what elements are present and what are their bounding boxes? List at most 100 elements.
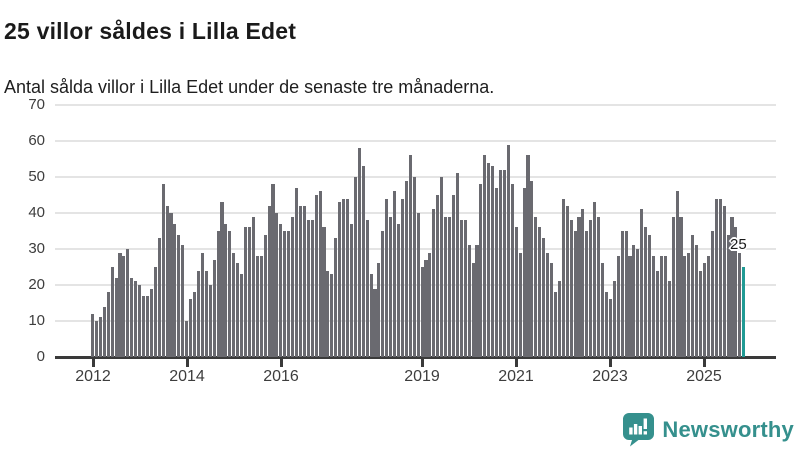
bar: [436, 195, 440, 357]
bar: [114, 277, 118, 357]
bar: [616, 256, 620, 357]
bar: [604, 292, 608, 357]
bar: [279, 223, 283, 357]
bar: [412, 177, 416, 357]
bar: [675, 191, 679, 357]
bar: [345, 198, 350, 357]
bar: [361, 166, 365, 357]
bar: [695, 245, 699, 357]
bar: [118, 252, 122, 357]
bar: [585, 231, 589, 357]
bar: [597, 216, 601, 357]
bar: [557, 281, 561, 357]
bar: [651, 256, 656, 357]
bar: [287, 231, 291, 357]
y-axis-tick-label: 70: [28, 96, 45, 113]
bar: [573, 231, 577, 357]
x-axis-tick: [702, 358, 706, 367]
bar: [393, 191, 397, 357]
bar: [342, 198, 346, 357]
bar: [141, 295, 146, 357]
bar: [169, 213, 173, 357]
bar: [353, 177, 357, 357]
bar: [326, 270, 330, 357]
bar: [251, 216, 255, 357]
bar: [691, 234, 695, 357]
bar: [330, 274, 334, 357]
x-axis-tick: [420, 358, 424, 367]
bar: [432, 209, 436, 357]
bar: [400, 198, 404, 357]
x-axis-tick: [514, 358, 518, 367]
bar: [228, 231, 232, 357]
bar: [530, 180, 534, 357]
bar: [659, 256, 663, 357]
x-axis-tick-label: 2016: [263, 368, 299, 385]
bar: [593, 202, 597, 357]
y-axis-tick-label: 10: [28, 312, 45, 329]
bar: [381, 231, 385, 357]
bar: [298, 205, 302, 357]
chart-subtitle: Antal sålda villor i Lilla Edet under de…: [4, 77, 495, 97]
x-axis-tick-label: 2023: [592, 368, 628, 385]
bar: [522, 187, 526, 357]
bar: [644, 227, 648, 357]
bar: [306, 220, 310, 357]
bar: [467, 245, 471, 357]
bar: [385, 198, 389, 357]
bar: [655, 270, 659, 357]
bar: [420, 267, 424, 357]
bar: [569, 220, 573, 357]
bar: [259, 256, 263, 357]
bar: [243, 227, 248, 357]
bar: [196, 270, 200, 357]
bar: [428, 252, 432, 357]
bar: [177, 234, 181, 357]
bar: [726, 234, 730, 357]
bar: [145, 295, 150, 357]
bar: [447, 216, 452, 357]
bar: [683, 256, 687, 357]
bar: [487, 162, 491, 357]
x-axis-tick: [608, 358, 612, 367]
bar: [483, 155, 487, 357]
bar: [157, 238, 161, 357]
bar: [577, 216, 581, 357]
bar: [173, 223, 177, 357]
bar: [538, 227, 542, 357]
bar: [404, 180, 408, 357]
newsworthy-bubble-chart-icon: [623, 413, 655, 447]
bar: [334, 238, 338, 357]
y-axis-tick-label: 20: [28, 276, 45, 293]
bar: [718, 198, 722, 357]
bar: [475, 245, 479, 357]
bar: [636, 249, 640, 357]
bar: [314, 195, 318, 357]
bar: [702, 263, 707, 357]
bar: [263, 234, 267, 357]
bar: [200, 252, 204, 357]
y-axis-tick-label: 40: [28, 204, 45, 221]
bar: [549, 263, 554, 357]
bar: [192, 292, 197, 357]
bar: [565, 205, 569, 357]
x-axis-tick: [91, 358, 95, 367]
y-axis-tick-label: 50: [28, 168, 45, 185]
bar: [110, 267, 114, 357]
bar: [471, 263, 475, 357]
bar: [424, 259, 428, 357]
bar: [365, 220, 369, 357]
last-value-label: 25: [730, 236, 747, 253]
x-axis-tick-label: 2014: [169, 368, 205, 385]
newsworthy-wordmark: Newsworthy: [662, 416, 794, 442]
bar: [349, 223, 353, 357]
y-axis-tick-label: 30: [28, 240, 45, 257]
bar: [357, 148, 361, 357]
bar: [546, 252, 550, 357]
bar: [318, 191, 322, 357]
bar: [134, 281, 138, 357]
bar: [338, 202, 342, 357]
y-axis-tick-label: 0: [36, 348, 45, 365]
bar: [581, 209, 585, 357]
bar: [408, 155, 412, 357]
